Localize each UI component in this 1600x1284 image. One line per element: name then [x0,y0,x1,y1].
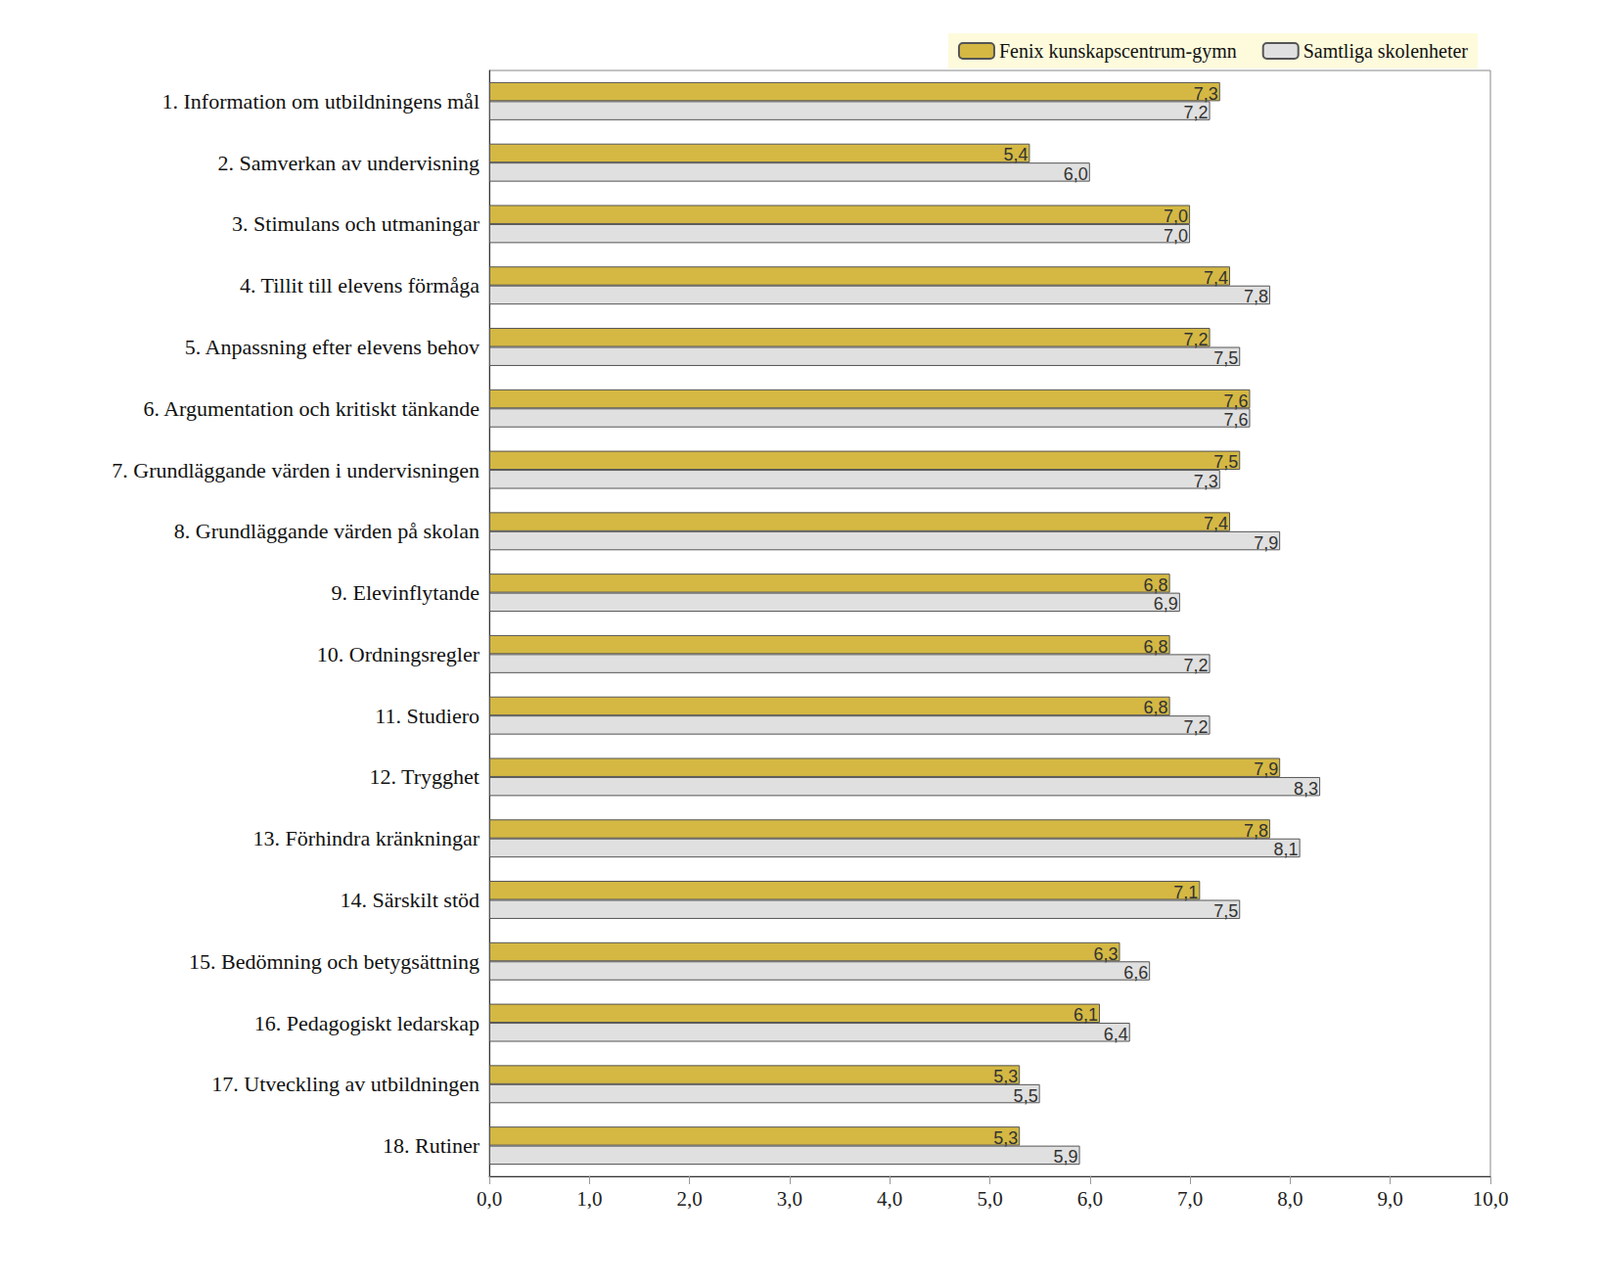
svg-text:6,1: 6,1 [1073,1005,1098,1025]
svg-text:9. Elevinflytande: 9. Elevinflytande [330,580,480,605]
svg-text:Samtliga skolenheter: Samtliga skolenheter [1303,40,1469,63]
svg-text:7,6: 7,6 [1223,391,1248,412]
svg-text:6,0: 6,0 [1077,1187,1103,1211]
svg-text:10,0: 10,0 [1472,1187,1509,1211]
svg-text:7,2: 7,2 [1184,717,1209,737]
svg-text:7,5: 7,5 [1213,452,1238,472]
svg-text:6,9: 6,9 [1153,594,1179,614]
svg-text:7,0: 7,0 [1177,1187,1203,1211]
svg-text:5,5: 5,5 [1013,1086,1039,1106]
svg-text:6,0: 6,0 [1063,164,1089,184]
svg-text:5,4: 5,4 [1003,144,1028,165]
svg-text:0,0: 0,0 [476,1187,503,1211]
svg-text:15. Bedömning och betygsättnin: 15. Bedömning och betygsättning [188,949,480,974]
svg-text:7,1: 7,1 [1173,882,1198,903]
svg-text:7,8: 7,8 [1243,821,1269,841]
svg-text:5,3: 5,3 [993,1066,1018,1087]
svg-text:7,2: 7,2 [1184,102,1209,123]
svg-text:7,5: 7,5 [1213,348,1238,368]
svg-text:12. Trygghet: 12. Trygghet [369,764,480,789]
svg-text:6,8: 6,8 [1143,575,1169,595]
svg-text:3. Stimulans och utmaningar: 3. Stimulans och utmaningar [231,211,481,236]
svg-text:9,0: 9,0 [1377,1187,1404,1211]
svg-text:8,0: 8,0 [1277,1187,1303,1211]
svg-text:7,2: 7,2 [1184,329,1209,350]
svg-text:1,0: 1,0 [576,1187,602,1211]
svg-text:18. Rutiner: 18. Rutiner [382,1133,481,1158]
svg-text:5,3: 5,3 [993,1128,1018,1148]
svg-text:7,4: 7,4 [1203,513,1229,534]
svg-text:10. Ordningsregler: 10. Ordningsregler [317,641,481,667]
svg-text:5. Anpassning efter elevens be: 5. Anpassning efter elevens behov [184,334,480,360]
svg-text:1. Information om utbildningen: 1. Information om utbildningens mål [162,89,480,114]
svg-text:2,0: 2,0 [676,1187,702,1211]
svg-text:6. Argumentation och kritiskt: 6. Argumentation och kritiskt tänkande [142,396,480,421]
svg-text:5,0: 5,0 [976,1187,1003,1211]
svg-text:7,5: 7,5 [1213,901,1238,921]
svg-text:13. Förhindra kränkningar: 13. Förhindra kränkningar [252,825,480,851]
svg-text:Fenix kunskapscentrum-gymn: Fenix kunskapscentrum-gymn [999,40,1237,63]
svg-text:17. Utveckling av utbildningen: 17. Utveckling av utbildningen [211,1071,480,1097]
svg-text:7,3: 7,3 [1193,84,1219,104]
svg-text:6,6: 6,6 [1123,962,1148,983]
svg-text:11. Studiero: 11. Studiero [374,703,480,729]
svg-text:8,1: 8,1 [1274,839,1299,860]
svg-text:6,3: 6,3 [1093,944,1118,964]
svg-text:7,8: 7,8 [1243,286,1269,307]
svg-text:7,9: 7,9 [1253,759,1279,779]
svg-text:14. Särskilt stöd: 14. Särskilt stöd [340,887,480,913]
svg-text:6,8: 6,8 [1143,637,1169,657]
svg-text:7,0: 7,0 [1163,206,1189,227]
svg-text:7,9: 7,9 [1253,533,1279,553]
svg-text:7. Grundläggande värden i unde: 7. Grundläggande värden i undervisningen [111,457,480,483]
svg-text:5,9: 5,9 [1053,1146,1079,1167]
svg-text:7,2: 7,2 [1184,655,1209,676]
svg-text:7,0: 7,0 [1163,226,1189,246]
svg-text:8. Grundläggande värden på sko: 8. Grundläggande värden på skolan [174,518,480,544]
svg-text:4. Tillit till elevens förmåga: 4. Tillit till elevens förmåga [239,273,480,298]
svg-text:6,4: 6,4 [1103,1024,1129,1045]
svg-text:6,8: 6,8 [1143,697,1169,718]
svg-text:7,6: 7,6 [1223,410,1248,430]
svg-text:7,3: 7,3 [1193,471,1219,492]
svg-text:7,4: 7,4 [1203,268,1229,288]
svg-text:4,0: 4,0 [876,1187,903,1211]
svg-text:3,0: 3,0 [777,1187,803,1211]
svg-text:8,3: 8,3 [1293,778,1319,799]
svg-text:16. Pedagogiskt ledarskap: 16. Pedagogiskt ledarskap [254,1010,480,1036]
svg-text:2. Samverkan av undervisning: 2. Samverkan av undervisning [217,150,480,176]
